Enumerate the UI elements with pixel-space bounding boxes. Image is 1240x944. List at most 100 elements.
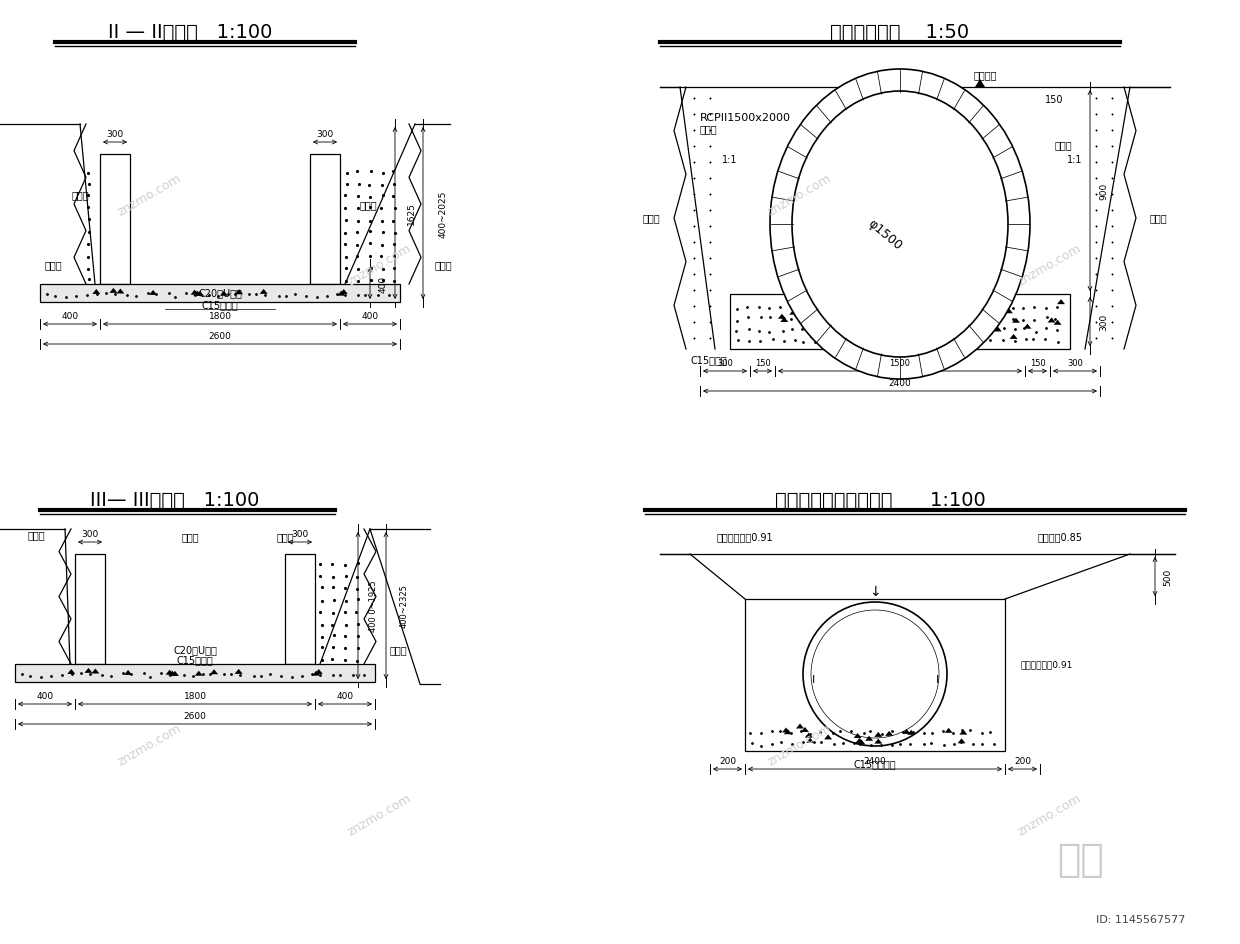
Text: 300: 300 (1100, 313, 1109, 330)
Text: 400~2025: 400~2025 (439, 190, 448, 238)
Text: C20砼U型槽: C20砼U型槽 (198, 288, 242, 297)
Polygon shape (888, 329, 895, 335)
Text: 开挖线: 开挖线 (45, 260, 62, 270)
Text: 400: 400 (378, 275, 388, 293)
Polygon shape (195, 671, 203, 676)
Polygon shape (1009, 334, 1018, 340)
Polygon shape (234, 669, 243, 674)
Text: znzmo.com: znzmo.com (117, 172, 184, 218)
Polygon shape (782, 728, 790, 733)
Polygon shape (900, 335, 908, 340)
Bar (745, 599, 1004, 751)
Polygon shape (236, 290, 243, 295)
Polygon shape (802, 313, 811, 318)
Text: 1625: 1625 (407, 202, 415, 226)
Text: znzmo.com: znzmo.com (766, 172, 835, 218)
Text: II — II剑面图   1:100: II — II剑面图 1:100 (108, 23, 273, 42)
Bar (15, 665, 374, 683)
Polygon shape (993, 328, 1002, 332)
Text: 400 0~1925: 400 0~1925 (368, 580, 377, 632)
Bar (285, 554, 315, 665)
Text: 150: 150 (1029, 359, 1045, 368)
Polygon shape (992, 315, 1001, 320)
Bar (74, 554, 105, 665)
Text: 知末: 知末 (1056, 840, 1104, 878)
Ellipse shape (770, 70, 1030, 379)
Text: 开挖线: 开挖线 (391, 645, 408, 654)
Text: 200: 200 (719, 757, 737, 766)
Text: 400: 400 (36, 692, 53, 700)
Polygon shape (92, 290, 100, 295)
Text: C20砼U型槽: C20砼U型槽 (174, 645, 217, 654)
Text: znzmo.com: znzmo.com (1016, 791, 1084, 837)
Text: 开挖线: 开挖线 (1149, 213, 1168, 224)
Polygon shape (219, 292, 228, 296)
Polygon shape (67, 669, 76, 674)
Polygon shape (920, 321, 928, 326)
Text: 1800: 1800 (184, 692, 207, 700)
Polygon shape (975, 80, 985, 88)
Polygon shape (825, 734, 832, 739)
Polygon shape (874, 733, 883, 737)
Polygon shape (790, 311, 797, 315)
Polygon shape (805, 733, 812, 738)
Polygon shape (994, 314, 1003, 319)
Polygon shape (1023, 325, 1032, 329)
Text: 400: 400 (336, 692, 353, 700)
Polygon shape (937, 317, 945, 322)
Polygon shape (878, 337, 885, 342)
Text: I: I (811, 674, 815, 684)
Polygon shape (337, 292, 345, 296)
Text: 压实度不小于0.91: 压实度不小于0.91 (1021, 660, 1073, 668)
Polygon shape (1056, 300, 1065, 305)
Polygon shape (193, 292, 201, 296)
Polygon shape (796, 724, 804, 729)
Text: RCPII1500x2000: RCPII1500x2000 (701, 113, 791, 123)
Text: 预制管断面图    1:50: 预制管断面图 1:50 (831, 23, 970, 42)
Bar (730, 295, 1070, 349)
Polygon shape (191, 291, 198, 295)
Bar (40, 285, 401, 303)
Polygon shape (259, 290, 268, 295)
Polygon shape (312, 671, 320, 676)
Bar (310, 155, 340, 285)
Polygon shape (831, 317, 839, 322)
Text: ID: 1145567577: ID: 1145567577 (1096, 914, 1185, 924)
Text: 300: 300 (1068, 359, 1083, 368)
Text: 400~2325: 400~2325 (399, 584, 408, 628)
Polygon shape (885, 731, 893, 736)
Polygon shape (903, 729, 910, 734)
Polygon shape (857, 740, 866, 745)
Text: 回填土: 回填土 (1055, 140, 1073, 150)
Polygon shape (900, 323, 908, 328)
Polygon shape (109, 289, 118, 294)
Text: 回填土: 回填土 (277, 531, 294, 542)
Text: znzmo.com: znzmo.com (1016, 242, 1084, 288)
Text: 2600: 2600 (184, 712, 206, 720)
Polygon shape (868, 337, 875, 342)
Polygon shape (874, 739, 883, 744)
Text: 1:1: 1:1 (722, 155, 738, 165)
Polygon shape (210, 669, 218, 675)
Polygon shape (149, 291, 157, 295)
Polygon shape (784, 730, 792, 734)
Text: C15砼基座: C15砼基座 (689, 355, 727, 364)
Polygon shape (833, 328, 842, 332)
Text: 200: 200 (1014, 757, 1032, 766)
Text: 1500: 1500 (889, 359, 910, 368)
Text: 回填土: 回填土 (181, 531, 198, 542)
Text: I: I (935, 674, 939, 684)
Polygon shape (1012, 318, 1021, 324)
Text: 开挖线: 开挖线 (435, 260, 453, 270)
Text: 300: 300 (82, 530, 99, 539)
Polygon shape (866, 736, 873, 741)
Polygon shape (817, 335, 825, 340)
Text: 300: 300 (316, 130, 334, 140)
Text: 开挖线: 开挖线 (27, 530, 45, 539)
Text: 300: 300 (107, 130, 124, 140)
Polygon shape (821, 323, 828, 328)
Text: 压实度不小于0.91: 压实度不小于0.91 (717, 531, 774, 542)
Text: 2400: 2400 (863, 757, 887, 766)
Polygon shape (852, 336, 859, 341)
Polygon shape (944, 319, 951, 324)
